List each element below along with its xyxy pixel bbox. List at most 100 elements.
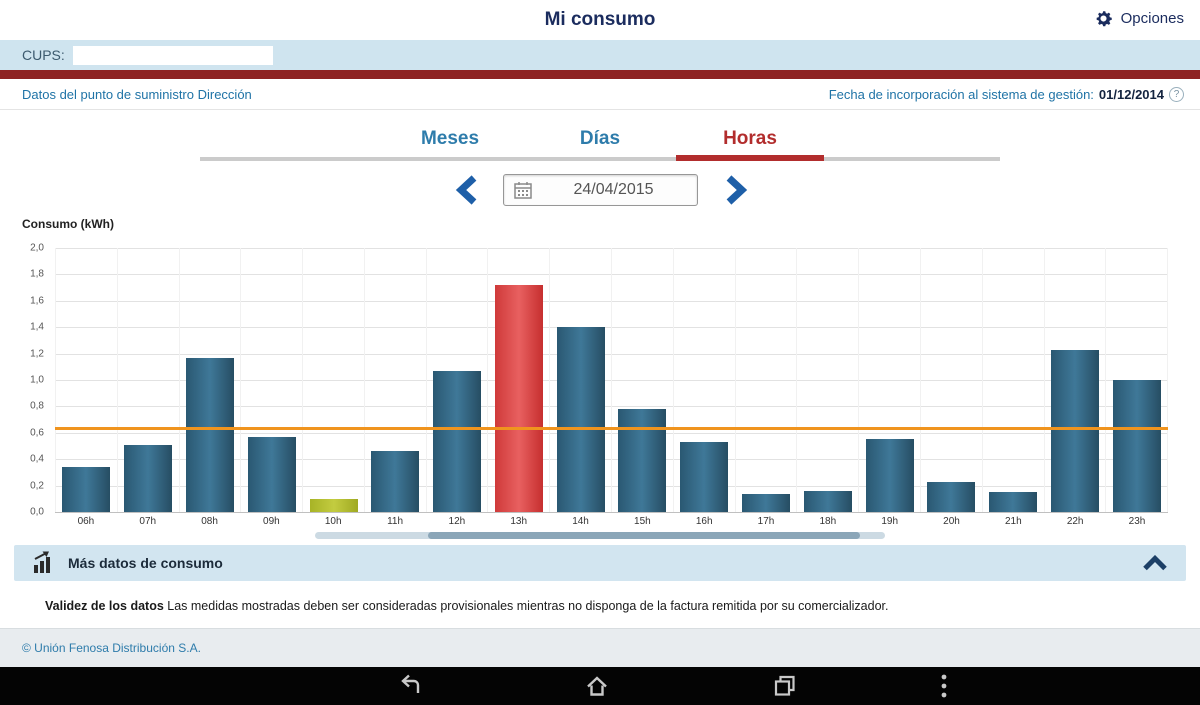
validity-title: Validez de los datos: [45, 599, 164, 613]
x-tick-label: 14h: [572, 516, 589, 527]
x-tick-label: 11h: [387, 516, 404, 527]
date-navigation: 24/04/2015: [0, 172, 1200, 214]
bar-slot: [427, 248, 489, 512]
overflow-menu-icon[interactable]: [940, 673, 948, 704]
bar-slot: [983, 248, 1045, 512]
more-data-panel-toggle[interactable]: Más datos de consumo: [14, 545, 1186, 581]
y-tick-label: 0,0: [30, 506, 44, 518]
period-tabs: Meses Días Horas: [0, 110, 1200, 172]
page-title: Mi consumo: [544, 9, 656, 30]
cups-bar: CUPS:: [0, 40, 1200, 70]
x-tick-label: 15h: [634, 516, 651, 527]
consumption-bar-18h[interactable]: [803, 490, 852, 512]
supply-point-link[interactable]: Datos del punto de suministro Dirección: [22, 86, 252, 102]
x-tick-label: 18h: [819, 516, 837, 527]
chart-title: Consumo (kWh): [22, 217, 114, 231]
x-tick-label: 08h: [201, 516, 218, 527]
y-tick-label: 2,0: [30, 242, 44, 254]
x-tick-label: 21h: [1004, 516, 1022, 527]
bar-slot: [180, 248, 242, 512]
options-label: Opciones: [1120, 10, 1184, 27]
date-picker[interactable]: 24/04/2015: [503, 174, 698, 206]
y-tick-label: 1,8: [30, 269, 44, 281]
footer: © Unión Fenosa Distribución S.A.: [0, 628, 1200, 667]
previous-day-button[interactable]: [455, 175, 479, 210]
consumption-bar-13h[interactable]: [494, 284, 543, 512]
tab-horas[interactable]: Horas: [723, 128, 777, 149]
x-axis: 06h 07h 08h 09h 10h 11h 12h 13h 14h 15h 16h 17h 18h 1…: [55, 516, 1168, 527]
consumption-bar-11h[interactable]: [371, 451, 420, 512]
consumption-bar-23h[interactable]: [1112, 380, 1161, 512]
top-bar: Mi consumo Opciones: [0, 0, 1200, 40]
chart-scrollbar-track[interactable]: [315, 532, 885, 539]
x-tick-label: 06h: [77, 516, 95, 527]
bar-slot: [550, 248, 613, 512]
x-tick-label: 19h: [881, 516, 899, 527]
collapse-chevron-up-icon[interactable]: [1142, 555, 1168, 571]
tab-track: [200, 157, 1000, 161]
bar-slot: [1045, 248, 1107, 512]
y-tick-label: 0,8: [30, 401, 44, 413]
y-tick-label: 1,6: [30, 295, 44, 307]
consumption-bar-08h[interactable]: [185, 357, 234, 512]
tab-dias[interactable]: Días: [579, 128, 621, 149]
y-tick-label: 0,6: [30, 427, 44, 439]
consumption-bar-21h[interactable]: [989, 492, 1038, 512]
consumption-bar-09h[interactable]: [247, 436, 296, 512]
x-tick-label: 10h: [324, 516, 342, 527]
consumption-bar-07h[interactable]: [124, 444, 173, 512]
bar-slot: [797, 248, 860, 512]
options-button[interactable]: Opciones: [1093, 8, 1184, 29]
calendar-icon: [514, 181, 532, 199]
y-tick-label: 1,2: [30, 348, 44, 360]
consumption-bar-17h[interactable]: [741, 493, 790, 512]
consumption-bar-12h[interactable]: [433, 370, 482, 512]
bar-slot: [241, 248, 304, 512]
copyright-text: © Unión Fenosa Distribución S.A.: [22, 641, 201, 655]
consumption-bar-19h[interactable]: [865, 439, 914, 512]
y-axis: 2,0 1,8 1,6 1,4 1,2 1,0 0,8 0,6 0,4 0,2 0,0: [0, 243, 50, 518]
consumption-bar-10h[interactable]: [309, 498, 358, 512]
bar-slot: [736, 248, 798, 512]
cups-value-redacted: [72, 45, 273, 65]
bar-slot: [921, 248, 983, 512]
y-tick-label: 0,4: [30, 453, 44, 465]
validity-text: Las medidas mostradas deben ser consider…: [163, 599, 889, 613]
bar-slot: [118, 248, 180, 512]
tab-meses[interactable]: Meses: [420, 128, 480, 149]
x-tick-label: 23h: [1128, 516, 1146, 527]
bar-slot: [303, 248, 365, 512]
consumption-bar-14h[interactable]: [556, 327, 605, 512]
help-icon[interactable]: ?: [1169, 86, 1184, 102]
recent-apps-icon[interactable]: [772, 673, 798, 704]
consumption-bar-22h[interactable]: [1050, 349, 1099, 512]
h-gridline: [55, 512, 1168, 513]
data-validity-note: Validez de los datos Las medidas mostrad…: [45, 599, 889, 613]
incorporation-date-label: Fecha de incorporación al sistema de ges…: [828, 86, 1094, 102]
android-nav-bar: [0, 667, 1200, 705]
back-icon[interactable]: [397, 673, 423, 704]
consumption-bar-20h[interactable]: [927, 481, 976, 512]
average-consumption-line: [55, 427, 1168, 431]
bar-slot: [365, 248, 427, 512]
x-tick-label: 16h: [695, 516, 713, 527]
bar-slot: [859, 248, 921, 512]
bar-slot: [488, 248, 551, 512]
bar-slot: [612, 248, 674, 512]
incorporation-date-value: 01/12/2014: [1098, 86, 1164, 102]
x-tick-label: 22h: [1066, 516, 1084, 527]
supply-info-row: Datos del punto de suministro Dirección …: [0, 79, 1200, 110]
bar-slot: [55, 248, 118, 512]
x-tick-label: 17h: [757, 516, 775, 527]
chart-scrollbar-thumb[interactable]: [428, 532, 860, 539]
home-icon[interactable]: [584, 673, 610, 704]
y-tick-label: 1,4: [30, 321, 44, 333]
consumption-bar-15h[interactable]: [618, 409, 667, 512]
accent-divider: [0, 70, 1200, 79]
consumption-bar-06h[interactable]: [62, 467, 111, 512]
next-day-button[interactable]: [724, 175, 748, 210]
consumption-bar-16h[interactable]: [680, 442, 729, 512]
consumption-chart: [55, 248, 1169, 513]
x-tick-label: 09h: [263, 516, 280, 527]
